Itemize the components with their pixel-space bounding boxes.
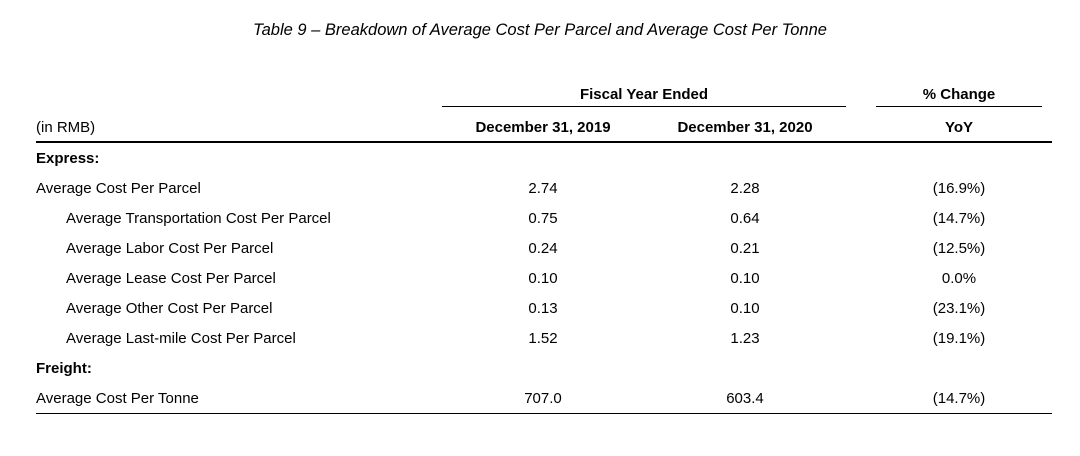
- row-label: Average Labor Cost Per Parcel: [66, 239, 274, 257]
- value-2020: 2.28: [730, 179, 760, 197]
- value-yoy-change: (16.9%): [932, 179, 986, 197]
- fiscal-year-group-rule: [442, 106, 846, 107]
- value-2020: 0.10: [730, 299, 760, 317]
- value-2019: 707.0: [442, 383, 644, 414]
- table-row: Average Other Cost Per Parcel 0.13 0.10 …: [36, 293, 1052, 323]
- column-header-2019: December 31, 2019: [475, 118, 611, 136]
- percent-change-group-header: % Change: [922, 86, 996, 103]
- table-row: Average Labor Cost Per Parcel 0.24 0.21 …: [36, 233, 1052, 263]
- section-row-express: Express:: [36, 142, 1052, 173]
- value-2019: 0.24: [528, 239, 558, 257]
- value-2019: 0.75: [528, 209, 558, 227]
- row-label: Average Transportation Cost Per Parcel: [66, 209, 331, 227]
- table-row: Average Cost Per Parcel 2.74 2.28 (16.9%…: [36, 173, 1052, 203]
- value-2020: 0.21: [730, 239, 760, 257]
- value-yoy-change: (19.1%): [932, 329, 986, 347]
- row-label: Average Last-mile Cost Per Parcel: [66, 329, 296, 347]
- value-2019: 2.74: [528, 179, 558, 197]
- column-header-yoy: YoY: [944, 118, 974, 136]
- value-2019: 0.10: [528, 269, 558, 287]
- value-yoy-change: (23.1%): [932, 299, 986, 317]
- table-caption: Table 9 – Breakdown of Average Cost Per …: [253, 21, 827, 39]
- section-label-freight: Freight:: [36, 359, 92, 377]
- value-2020: 1.23: [730, 329, 760, 347]
- value-2019: 1.52: [528, 329, 558, 347]
- table-row: Average Last-mile Cost Per Parcel 1.52 1…: [36, 323, 1052, 353]
- value-yoy-change: (14.7%): [876, 383, 1042, 414]
- table-row: Average Transportation Cost Per Parcel 0…: [36, 203, 1052, 233]
- column-header-2020: December 31, 2020: [677, 118, 813, 136]
- row-label: Average Cost Per Tonne: [36, 383, 442, 414]
- row-label: Average Cost Per Parcel: [36, 179, 201, 197]
- row-label: Average Lease Cost Per Parcel: [66, 269, 276, 287]
- value-2020: 603.4: [644, 383, 846, 414]
- section-label-express: Express:: [36, 149, 100, 167]
- percent-change-group-rule: [876, 106, 1042, 107]
- value-2020: 0.64: [730, 209, 760, 227]
- value-yoy-change: 0.0%: [941, 269, 977, 287]
- unit-label: (in RMB): [36, 118, 96, 136]
- section-row-freight: Freight:: [36, 353, 1052, 383]
- row-label: Average Other Cost Per Parcel: [66, 299, 273, 317]
- table-row: Average Cost Per Tonne 707.0 603.4 (14.7…: [36, 383, 1052, 414]
- fiscal-year-group-header: Fiscal Year Ended: [579, 86, 709, 103]
- cost-breakdown-table: (in RMB) December 31, 2019 December 31, …: [36, 113, 1052, 414]
- value-2019: 0.13: [528, 299, 558, 317]
- value-2020: 0.10: [730, 269, 760, 287]
- table-row: Average Lease Cost Per Parcel 0.10 0.10 …: [36, 263, 1052, 293]
- column-header-row: (in RMB) December 31, 2019 December 31, …: [36, 113, 1052, 142]
- value-yoy-change: (12.5%): [932, 239, 986, 257]
- value-yoy-change: (14.7%): [932, 209, 986, 227]
